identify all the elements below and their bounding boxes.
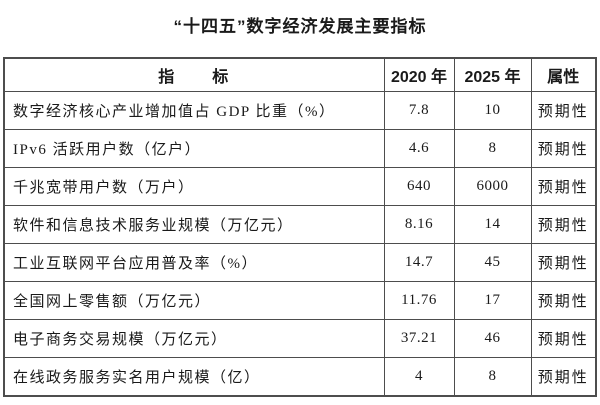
- column-header-2020: 2020 年: [383, 57, 455, 92]
- value-2020: 14.7: [383, 243, 455, 282]
- column-header-2025: 2025 年: [453, 57, 532, 92]
- value-2025: 14: [453, 205, 532, 244]
- table-row: 数字经济核心产业增加值占 GDP 比重（%） 7.8 10 预期性: [3, 91, 597, 130]
- value-2020: 640: [383, 167, 455, 206]
- value-2025: 6000: [453, 167, 532, 206]
- value-2025: 17: [453, 281, 532, 320]
- page-title: “十四五”数字经济发展主要指标: [173, 17, 427, 36]
- indicator-name: 千兆宽带用户数（万户）: [3, 167, 385, 206]
- indicator-name: 在线政务服务实名用户规模（亿）: [3, 357, 385, 397]
- indicator-name: 电子商务交易规模（万亿元）: [3, 319, 385, 358]
- indicator-name: 数字经济核心产业增加值占 GDP 比重（%）: [3, 91, 385, 130]
- value-2025: 10: [453, 91, 532, 130]
- column-header-indicator: 指 标: [3, 57, 385, 92]
- table-row: 电子商务交易规模（万亿元） 37.21 46 预期性: [3, 319, 597, 358]
- table-row: 软件和信息技术服务业规模（万亿元） 8.16 14 预期性: [3, 205, 597, 244]
- attribute: 预期性: [530, 91, 597, 130]
- attribute: 预期性: [530, 319, 597, 358]
- attribute: 预期性: [530, 167, 597, 206]
- table-row: 在线政务服务实名用户规模（亿） 4 8 预期性: [3, 357, 597, 397]
- indicator-name: 工业互联网平台应用普及率（%）: [3, 243, 385, 282]
- indicator-name: IPv6 活跃用户数（亿户）: [3, 129, 385, 168]
- value-2025: 8: [453, 129, 532, 168]
- indicators-table: 指 标 2020 年 2025 年 属性 数字经济核心产业增加值占 GDP 比重…: [3, 57, 597, 397]
- table-row: IPv6 活跃用户数（亿户） 4.6 8 预期性: [3, 129, 597, 168]
- value-2020: 4.6: [383, 129, 455, 168]
- table-row: 千兆宽带用户数（万户） 640 6000 预期性: [3, 167, 597, 206]
- value-2020: 7.8: [383, 91, 455, 130]
- attribute: 预期性: [530, 205, 597, 244]
- value-2020: 4: [383, 357, 455, 397]
- indicator-name: 全国网上零售额（万亿元）: [3, 281, 385, 320]
- table-row: 全国网上零售额（万亿元） 11.76 17 预期性: [3, 281, 597, 320]
- value-2025: 45: [453, 243, 532, 282]
- value-2020: 11.76: [383, 281, 455, 320]
- value-2020: 37.21: [383, 319, 455, 358]
- attribute: 预期性: [530, 357, 597, 397]
- indicator-name: 软件和信息技术服务业规模（万亿元）: [3, 205, 385, 244]
- value-2025: 46: [453, 319, 532, 358]
- attribute: 预期性: [530, 281, 597, 320]
- column-header-attr: 属性: [530, 57, 597, 92]
- attribute: 预期性: [530, 129, 597, 168]
- attribute: 预期性: [530, 243, 597, 282]
- value-2025: 8: [453, 357, 532, 397]
- table-row: 工业互联网平台应用普及率（%） 14.7 45 预期性: [3, 243, 597, 282]
- table-header-row: 指 标 2020 年 2025 年 属性: [3, 57, 597, 92]
- value-2020: 8.16: [383, 205, 455, 244]
